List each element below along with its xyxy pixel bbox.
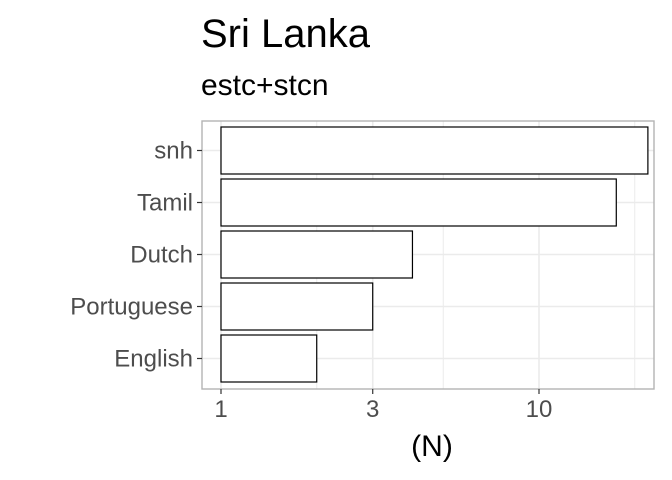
x-tick-label: 1 — [214, 396, 227, 423]
y-tick-label: Portuguese — [70, 294, 193, 321]
y-tick-label: snh — [154, 138, 193, 165]
bar-snh — [220, 126, 649, 175]
x-axis-ticks: 1 3 10 — [214, 389, 552, 423]
y-tick-label: Tamil — [137, 190, 193, 217]
x-tick-label: 3 — [366, 396, 379, 423]
x-tick-label: 10 — [526, 396, 553, 423]
bar-portuguese — [220, 282, 374, 331]
bar-tamil — [220, 178, 617, 227]
chart-title: Sri Lanka — [201, 12, 371, 56]
bar-english — [220, 334, 318, 383]
chart-subtitle: estc+stcn — [201, 69, 329, 102]
y-tick-label: Dutch — [130, 242, 193, 269]
bar-dutch — [220, 230, 414, 279]
bars — [220, 126, 649, 383]
x-axis-title: (N) — [411, 430, 453, 463]
y-axis-ticks: snh Tamil Dutch Portuguese English — [70, 138, 202, 373]
y-tick-label: English — [114, 346, 193, 373]
